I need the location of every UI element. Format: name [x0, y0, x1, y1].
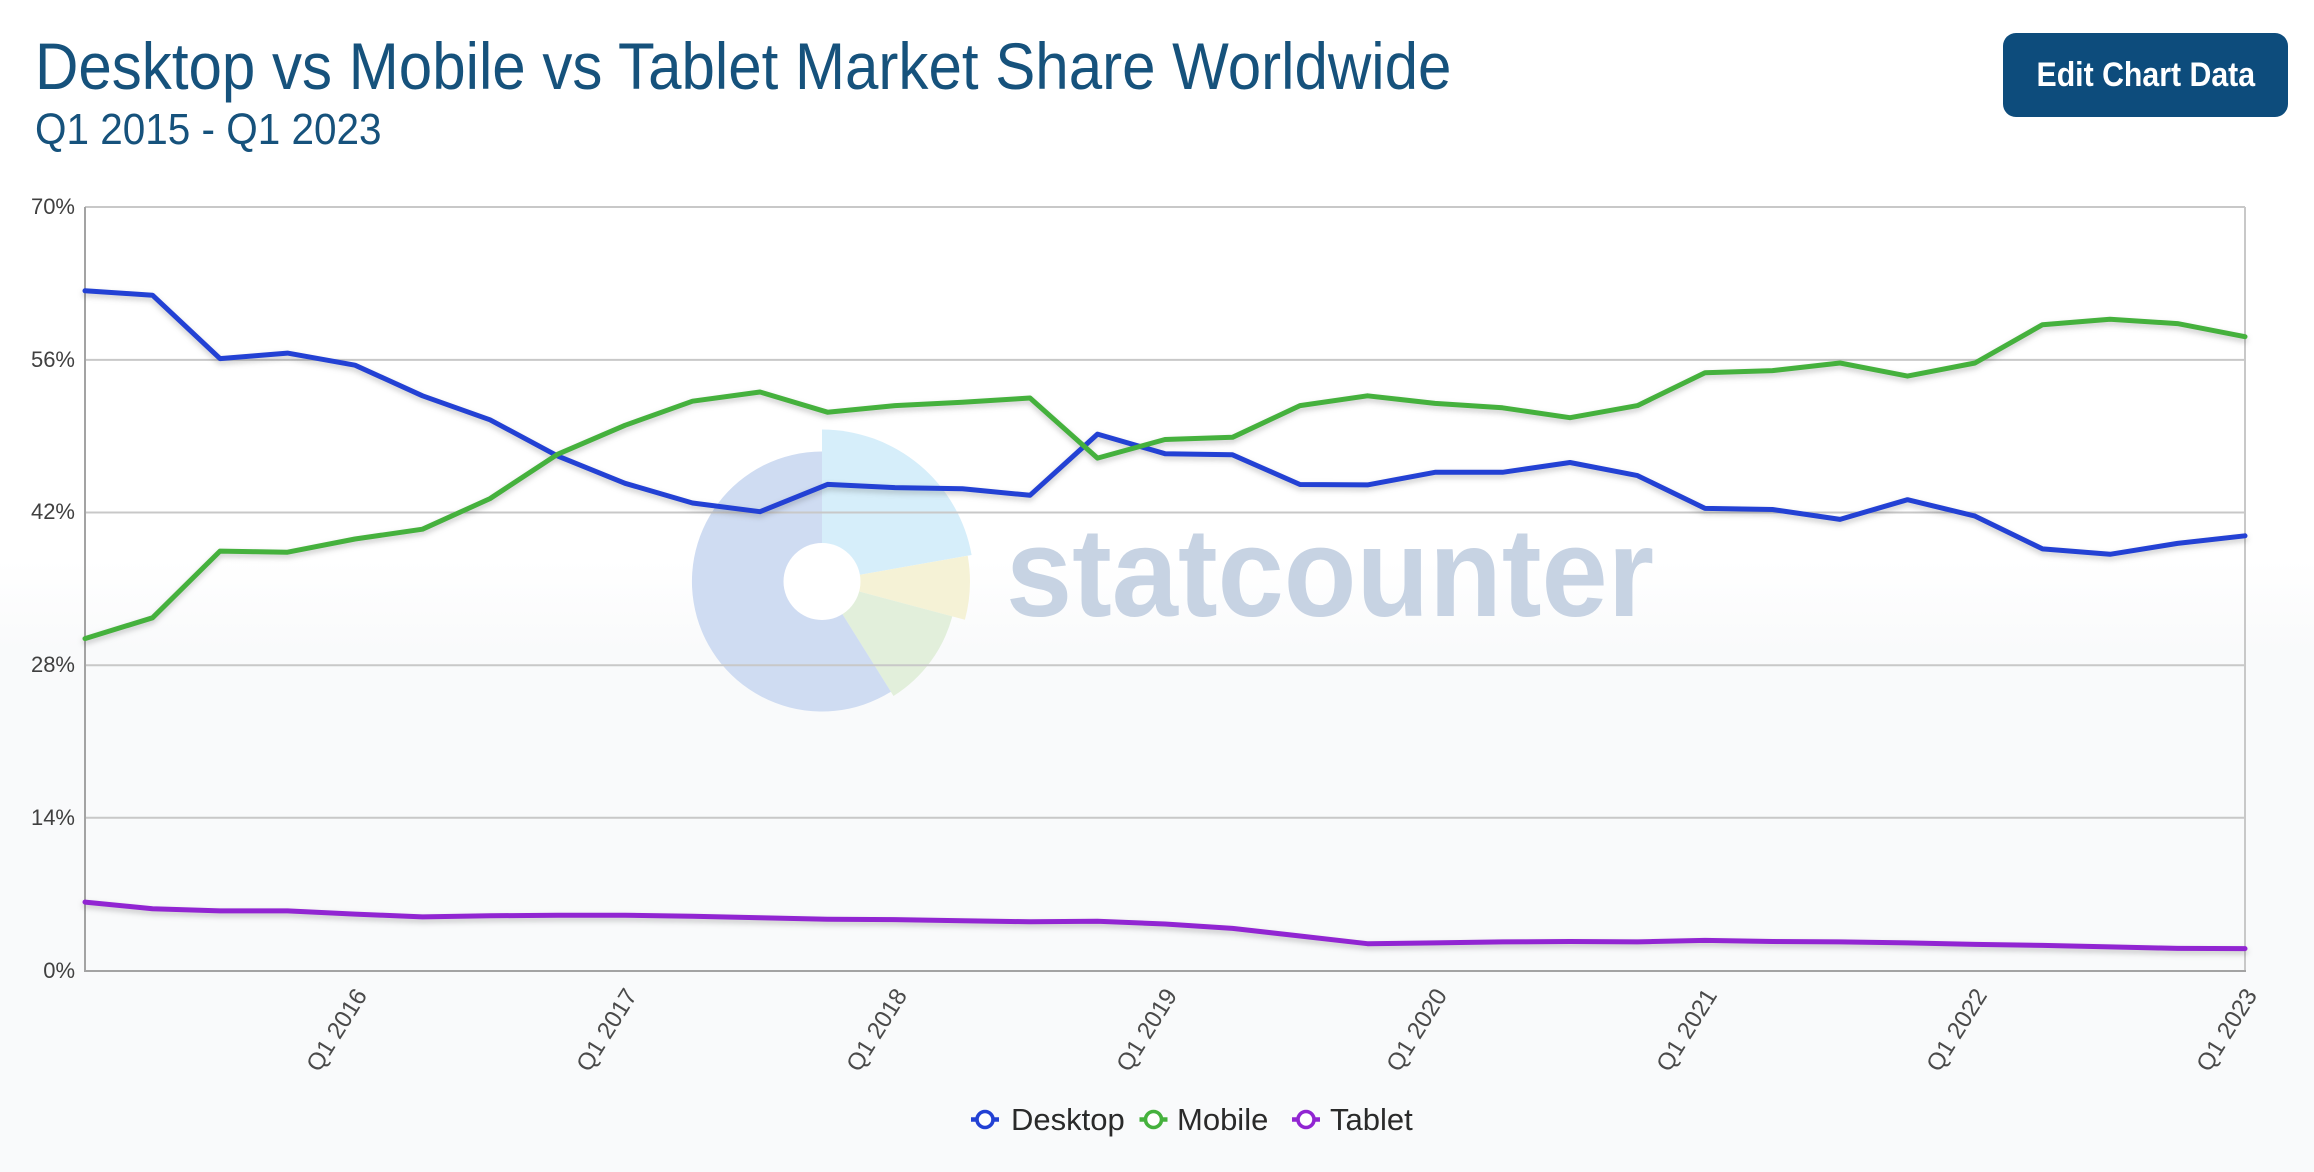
svg-text:statcounter: statcounter: [1006, 502, 1654, 643]
